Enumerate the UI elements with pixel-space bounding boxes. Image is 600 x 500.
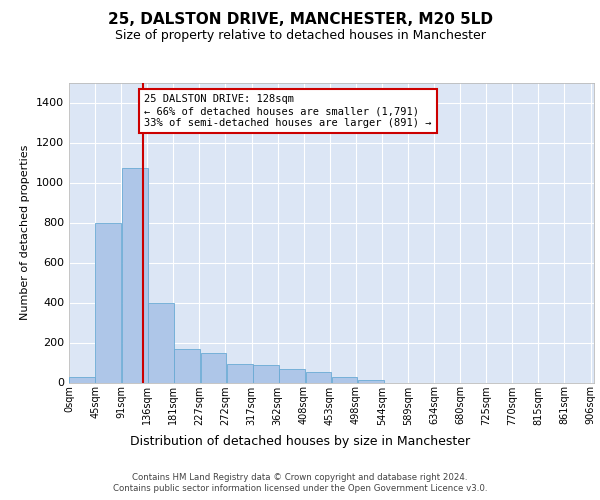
- Bar: [279, 368, 305, 382]
- Bar: [253, 364, 278, 382]
- Bar: [148, 302, 174, 382]
- Bar: [122, 168, 148, 382]
- Text: Size of property relative to detached houses in Manchester: Size of property relative to detached ho…: [115, 29, 485, 42]
- Bar: [358, 380, 383, 382]
- Y-axis label: Number of detached properties: Number of detached properties: [20, 145, 31, 320]
- Bar: [174, 348, 200, 382]
- Bar: [95, 222, 121, 382]
- Bar: [200, 352, 226, 382]
- Bar: [69, 377, 95, 382]
- Bar: [305, 372, 331, 382]
- Text: Distribution of detached houses by size in Manchester: Distribution of detached houses by size …: [130, 435, 470, 448]
- Text: 25 DALSTON DRIVE: 128sqm
← 66% of detached houses are smaller (1,791)
33% of sem: 25 DALSTON DRIVE: 128sqm ← 66% of detach…: [145, 94, 432, 128]
- Text: 25, DALSTON DRIVE, MANCHESTER, M20 5LD: 25, DALSTON DRIVE, MANCHESTER, M20 5LD: [107, 12, 493, 28]
- Bar: [332, 377, 358, 382]
- Bar: [227, 364, 253, 382]
- Text: Contains public sector information licensed under the Open Government Licence v3: Contains public sector information licen…: [113, 484, 487, 493]
- Text: Contains HM Land Registry data © Crown copyright and database right 2024.: Contains HM Land Registry data © Crown c…: [132, 472, 468, 482]
